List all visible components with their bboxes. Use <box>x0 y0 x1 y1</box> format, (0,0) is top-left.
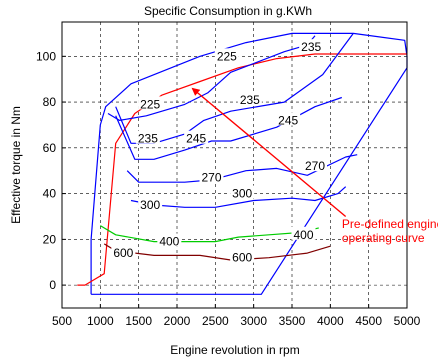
contour-label: 270 <box>201 171 221 185</box>
contour-label: 400 <box>159 235 179 249</box>
contour-label-background <box>157 233 182 247</box>
contour-label: 300 <box>232 187 252 201</box>
y-axis-title: Effective torque in Nm <box>9 106 23 224</box>
contour-label-background <box>138 96 163 110</box>
annotation-text: Pre-defined engine <box>342 217 438 231</box>
x-tick-label: 1000 <box>87 314 114 328</box>
annotation-arrow <box>191 87 347 218</box>
contour-label: 270 <box>305 159 325 173</box>
contour-label: 225 <box>217 49 237 63</box>
x-tick-label: 500 <box>52 314 72 328</box>
contour-label: 235 <box>301 40 321 54</box>
contour-label: 235 <box>138 132 158 146</box>
contour-label-background <box>276 112 301 126</box>
series-line-pre-defined-engine-operating-curve <box>77 53 407 286</box>
y-tick-label: 40 <box>43 187 57 201</box>
contour-label: 600 <box>113 246 133 260</box>
contour-label: 600 <box>232 251 252 265</box>
contour-label-background <box>135 130 160 144</box>
x-tick-label: 2500 <box>202 314 229 328</box>
x-tick-label: 4500 <box>355 314 382 328</box>
x-tick-label: 3500 <box>279 314 306 328</box>
y-tick-label: 60 <box>43 141 57 155</box>
x-axis-title: Engine revolution in rpm <box>170 343 299 357</box>
contour-label: 235 <box>240 93 260 107</box>
x-tick-label: 5000 <box>394 314 421 328</box>
contour-label-background <box>214 48 239 62</box>
contour-label-background <box>230 185 255 199</box>
x-tick-label: 4000 <box>317 314 344 328</box>
ticks: 500 1000 1500 2000 2500 3000 3500 4000 4500 5000 0… <box>36 49 421 328</box>
contour-label: 245 <box>278 113 298 127</box>
contour-label: 225 <box>140 97 160 111</box>
y-tick-label: 0 <box>49 278 56 292</box>
contour-label: 400 <box>293 228 313 242</box>
series-line-400 <box>99 225 319 243</box>
series-line-270 <box>126 154 358 183</box>
series-line-245 <box>115 96 342 160</box>
contour-label-background <box>303 158 327 172</box>
contour-label-background <box>237 91 262 105</box>
chart-title: Specific Consumption in g.KWh <box>144 4 312 18</box>
contour-label-background <box>291 226 316 240</box>
contour-label-background <box>230 249 255 263</box>
x-tick-label: 2000 <box>164 314 191 328</box>
y-tick-label: 80 <box>43 95 57 109</box>
x-tick-label: 3000 <box>240 314 267 328</box>
contour-label-background <box>138 197 163 211</box>
series-line-300 <box>130 186 347 208</box>
x-tick-label: 1500 <box>125 314 152 328</box>
contour-label-background <box>199 169 224 183</box>
y-tick-label: 100 <box>36 49 56 63</box>
contour-labels: 225 235 225 235 235 245 245 270 270 300 300 400 400 6… <box>111 39 327 265</box>
y-tick-label: 20 <box>43 232 57 246</box>
contour-label: 245 <box>186 132 206 146</box>
contour-label-background <box>111 245 136 259</box>
contour-label: 300 <box>140 198 160 212</box>
plot-frame <box>61 21 408 309</box>
contour-label-background <box>299 39 324 53</box>
contour-label-background <box>184 130 209 144</box>
series-line-600 <box>103 243 331 261</box>
annotation-text: operating curve <box>342 231 425 245</box>
